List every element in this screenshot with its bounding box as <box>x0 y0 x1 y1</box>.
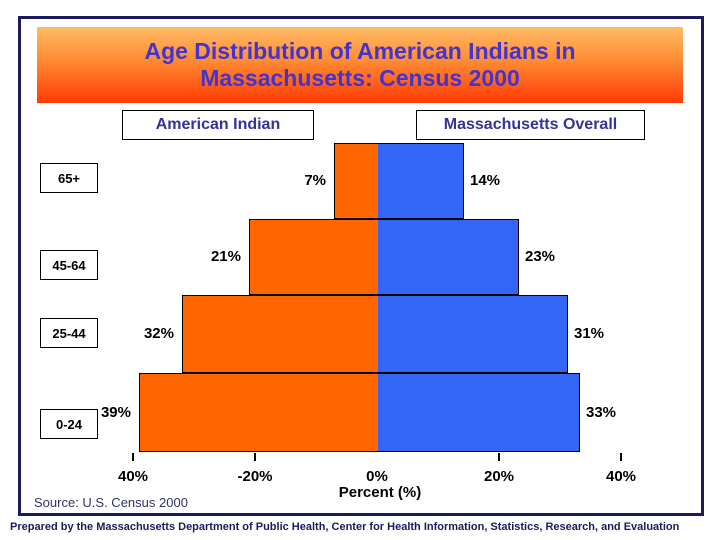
bar-massachusetts-overall-65+ <box>378 144 463 218</box>
bar-massachusetts-overall-45-64 <box>378 220 518 294</box>
left-value-label-25-44: 32% <box>143 325 174 342</box>
pyramid-row-25-44 <box>182 295 568 373</box>
pyramid-row-65+ <box>334 143 464 219</box>
legend-massachusetts-overall: Massachusetts Overall <box>416 110 645 140</box>
prepared-by-note: Prepared by the Massachusetts Department… <box>10 521 680 533</box>
x-tick-label: 20% <box>483 468 515 485</box>
legend-american-indian: American Indian <box>122 110 314 140</box>
bar-massachusetts-overall-0-24 <box>378 374 579 451</box>
x-axis-tick <box>498 453 500 461</box>
bar-massachusetts-overall-25-44 <box>378 296 567 372</box>
x-tick-label: 40% <box>117 468 149 485</box>
x-axis-tick <box>620 453 622 461</box>
page-title-line1: Age Distribution of American Indians in <box>144 38 576 64</box>
pyramid-row-45-64 <box>249 219 519 295</box>
age-group-label-0-24: 0-24 <box>40 409 98 439</box>
title-banner: Age Distribution of American Indians in … <box>37 27 683 103</box>
bar-american-indian-0-24 <box>140 374 378 451</box>
x-tick-label: 40% <box>605 468 637 485</box>
x-axis-tick <box>132 453 134 461</box>
x-axis-tick <box>254 453 256 461</box>
page-title-line2: Massachusetts: Census 2000 <box>200 65 520 91</box>
right-value-label-25-44: 31% <box>574 325 605 342</box>
x-axis-title: Percent (%) <box>338 484 422 501</box>
bar-american-indian-45-64 <box>250 220 378 294</box>
age-group-label-25-44: 25-44 <box>40 318 98 348</box>
bar-american-indian-25-44 <box>183 296 378 372</box>
x-tick-label: -20% <box>237 468 273 485</box>
left-value-label-0-24: 39% <box>100 403 131 421</box>
right-value-label-45-64: 23% <box>525 248 556 265</box>
bar-american-indian-65+ <box>335 144 378 218</box>
source-note: Source: U.S. Census 2000 <box>34 495 188 510</box>
age-group-label-45-64: 45-64 <box>40 250 98 280</box>
pyramid-row-0-24 <box>139 373 580 452</box>
left-value-label-65+: 7% <box>304 172 326 189</box>
right-value-label-65+: 14% <box>470 172 501 189</box>
right-value-label-0-24: 33% <box>586 403 617 421</box>
left-value-label-45-64: 21% <box>210 248 241 265</box>
age-group-label-65+: 65+ <box>40 163 98 193</box>
x-tick-label: 0% <box>366 468 388 485</box>
page-title: Age Distribution of American Indians in … <box>144 38 575 92</box>
